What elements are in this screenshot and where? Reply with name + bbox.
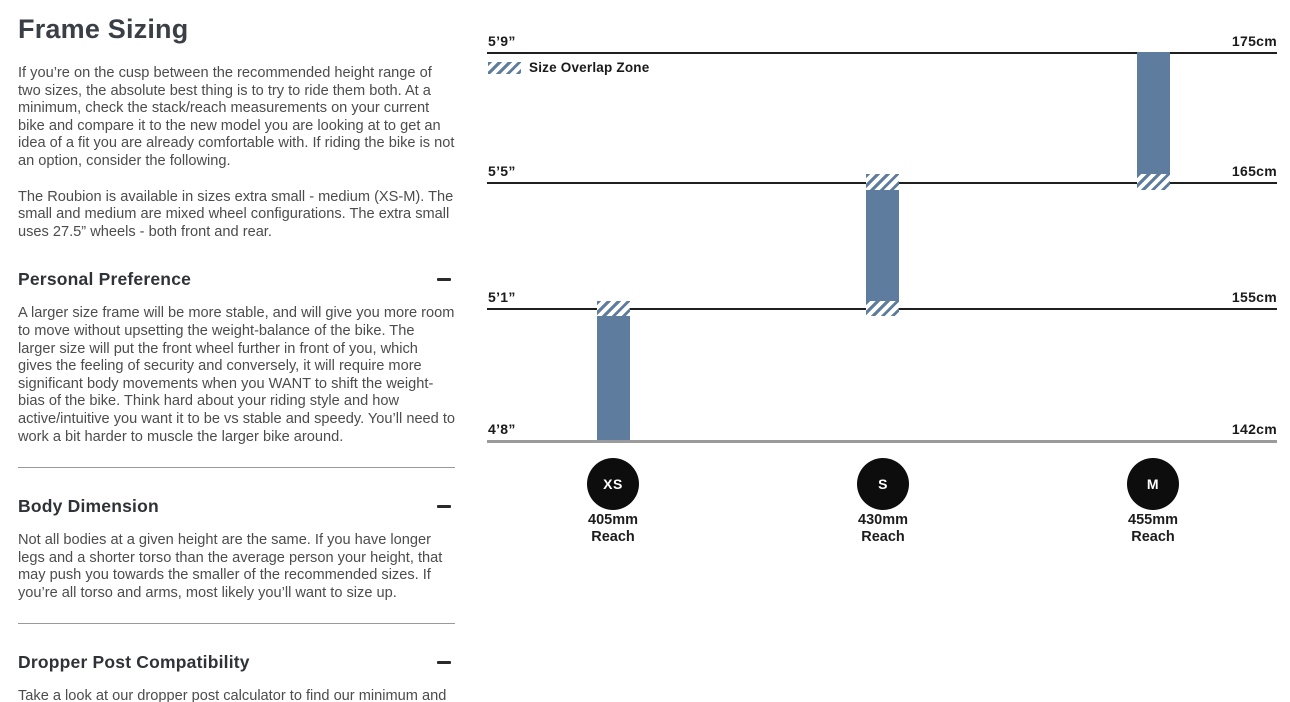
tick-imperial-5-1: 5’1” <box>488 289 516 305</box>
bar-s-overlap-top <box>866 174 899 190</box>
tick-imperial-5-9: 5’9” <box>488 33 516 49</box>
collapse-minus-icon[interactable] <box>437 661 451 665</box>
overlap-zone-swatch-icon <box>488 61 521 74</box>
collapse-minus-icon[interactable] <box>437 278 451 282</box>
reach-value: 430mm <box>858 512 908 528</box>
tick-imperial-4-8: 4’8” <box>488 421 516 437</box>
tick-metric-155cm: 155cm <box>1231 289 1277 305</box>
section-body: Not all bodies at a given height are the… <box>18 532 443 601</box>
frame-size-chart: 5’9” 5’5” 5’1” 4’8” 175cm 165cm 155cm 14… <box>487 0 1277 702</box>
section-body: A larger size frame will be more stable,… <box>18 305 456 445</box>
height-line-175cm <box>487 52 1277 54</box>
reach-word: Reach <box>861 529 905 545</box>
accordion-dropper-post-compatibility: Dropper Post Compatibility Take a look a… <box>18 652 455 702</box>
reach-label-s: 430mm Reach <box>823 512 943 546</box>
section-divider <box>18 467 455 469</box>
reach-label-xs: 405mm Reach <box>553 512 673 546</box>
accordion-header-personal-preference[interactable]: Personal Preference <box>18 269 455 290</box>
accordion-personal-preference: Personal Preference A larger size frame … <box>18 269 455 446</box>
reach-label-m: 455mm Reach <box>1093 512 1213 546</box>
reach-value: 405mm <box>588 512 638 528</box>
size-badge-xs: XS <box>587 458 639 510</box>
reach-value: 455mm <box>1128 512 1178 528</box>
sizing-guide-panel: Frame Sizing If you’re on the cusp betwe… <box>18 14 455 702</box>
collapse-minus-icon[interactable] <box>437 505 451 509</box>
page-title: Frame Sizing <box>18 14 189 44</box>
reach-word: Reach <box>591 529 635 545</box>
bar-s-solid-range <box>866 190 899 301</box>
intro-paragraph-1: If you’re on the cusp between the recomm… <box>18 65 455 169</box>
section-heading: Body Dimension <box>18 496 159 517</box>
tick-imperial-5-5: 5’5” <box>488 163 516 179</box>
tick-metric-175cm: 175cm <box>1231 33 1277 49</box>
tick-metric-142cm: 142cm <box>1231 421 1277 437</box>
accordion-header-body-dimension[interactable]: Body Dimension <box>18 496 455 517</box>
size-badge-s: S <box>857 458 909 510</box>
bar-s-overlap-bottom <box>866 301 899 316</box>
accordion-body-dimension: Body Dimension Not all bodies at a given… <box>18 496 455 602</box>
bar-xs-solid-range <box>597 316 630 440</box>
height-line-142cm-baseline <box>487 440 1277 443</box>
accordion-header-dropper-post[interactable]: Dropper Post Compatibility <box>18 652 455 673</box>
section-heading: Dropper Post Compatibility <box>18 652 250 673</box>
intro-paragraph-2: The Roubion is available in sizes extra … <box>18 188 454 240</box>
bar-xs-overlap-top <box>597 301 630 316</box>
section-body: Take a look at our dropper post calculat… <box>18 688 447 702</box>
section-heading: Personal Preference <box>18 269 192 290</box>
chart-legend: Size Overlap Zone <box>488 60 649 75</box>
legend-label: Size Overlap Zone <box>529 60 650 75</box>
size-badge-m: M <box>1127 458 1179 510</box>
bar-m-overlap-bottom <box>1137 174 1170 190</box>
tick-metric-165cm: 165cm <box>1231 163 1277 179</box>
section-divider <box>18 623 455 625</box>
reach-word: Reach <box>1131 529 1175 545</box>
bar-m-solid-range <box>1137 52 1170 174</box>
